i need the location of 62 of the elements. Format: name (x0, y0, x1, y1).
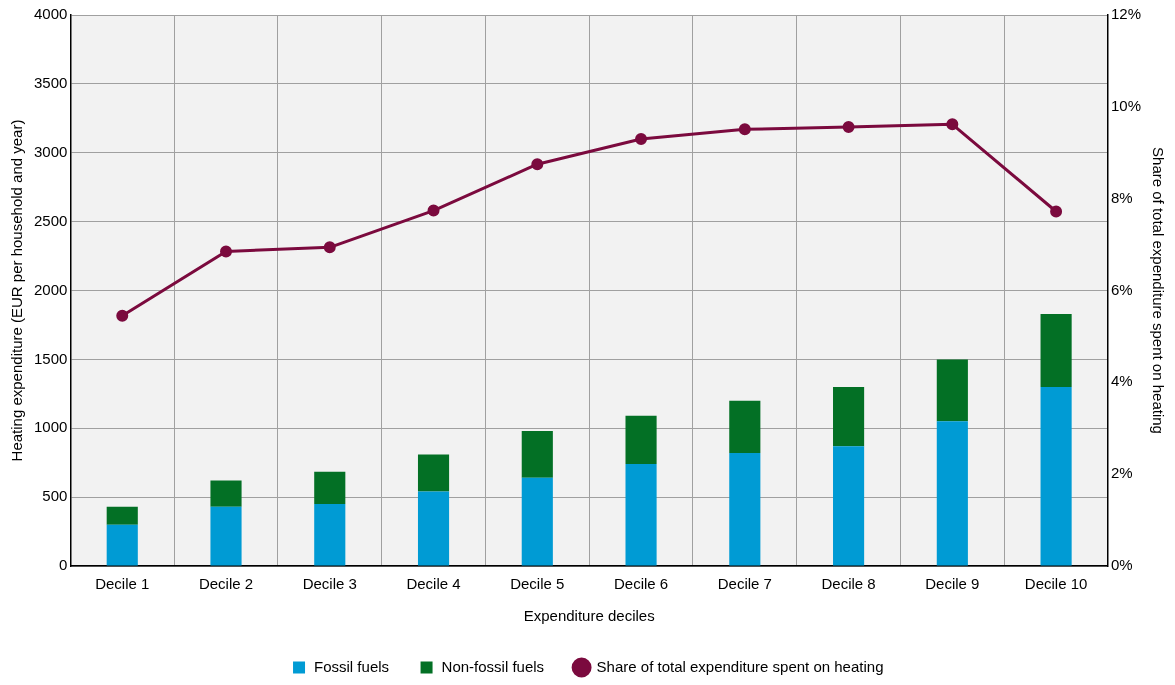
point (427, 204, 440, 217)
y-tick-label: 3500 (33, 74, 68, 92)
x-tick-label: Decile 7 (717, 575, 772, 593)
y2-tick-label: 6% (1110, 280, 1133, 298)
point (946, 118, 959, 131)
y2-tick-label: 12% (1110, 5, 1142, 23)
bar (625, 415, 657, 465)
bar (1040, 386, 1072, 566)
point (323, 241, 336, 254)
bar (936, 359, 968, 422)
point (635, 132, 648, 145)
y2-tick-label: 2% (1110, 464, 1133, 482)
point (220, 245, 233, 258)
bar (729, 453, 761, 566)
x-tick-label: Decile 1 (95, 575, 150, 593)
point (531, 158, 544, 171)
bar (417, 491, 450, 566)
x-tick-label: Decile 9 (925, 575, 980, 593)
bar (729, 400, 761, 454)
x-tick-label: Decile 6 (613, 575, 669, 593)
bar (417, 454, 450, 492)
point (842, 121, 855, 134)
y-tick-label: 1000 (33, 418, 68, 436)
bar (521, 477, 553, 566)
bar (210, 480, 242, 507)
legend-label: Fossil fuels (314, 657, 390, 675)
x-axis-title: Expenditure deciles (523, 607, 655, 625)
point (1050, 205, 1063, 218)
bar (314, 504, 346, 566)
y-tick-label: 2500 (33, 211, 68, 229)
legend-label: Non-fossil fuels (441, 657, 545, 675)
y-tick-label: 0 (59, 556, 68, 574)
y-tick-label: 500 (42, 487, 68, 505)
point (738, 123, 751, 136)
bar (1040, 313, 1072, 387)
bar (106, 506, 138, 525)
bar (936, 421, 968, 566)
bar (210, 506, 242, 566)
bar (833, 386, 865, 447)
y-axis-title: Heating expenditure (EUR per household and year) (8, 119, 26, 462)
y-tick-label: 2000 (33, 280, 68, 298)
legend-label: Share of total expenditure spent on heating (596, 657, 884, 675)
x-tick-label: Decile 2 (198, 575, 254, 593)
bar (106, 524, 138, 566)
y-tick-label: 1500 (33, 349, 68, 367)
x-tick-label: Decile 8 (821, 575, 876, 593)
y2-tick-label: 8% (1110, 188, 1133, 206)
y2-axis-title: Share of total expenditure spent on heating (1149, 147, 1167, 434)
y2-tick-label: 0% (1110, 556, 1133, 574)
bar (521, 431, 553, 478)
bar (625, 464, 657, 566)
y2-tick-label: 4% (1110, 372, 1133, 390)
bar (314, 471, 346, 505)
x-tick-label: Decile 10 (1024, 575, 1088, 593)
y-tick-label: 3000 (33, 142, 68, 160)
x-tick-label: Decile 5 (510, 575, 565, 593)
y-tick-label: 4000 (33, 5, 68, 23)
point (116, 309, 129, 322)
bar (833, 446, 865, 566)
x-tick-label: Decile 4 (406, 575, 461, 593)
x-tick-label: Decile 3 (302, 575, 357, 593)
y2-tick-label: 10% (1110, 96, 1142, 114)
